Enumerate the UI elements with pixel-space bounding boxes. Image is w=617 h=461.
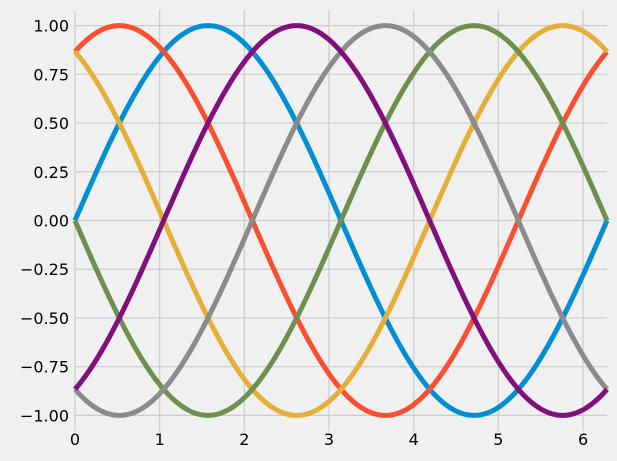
x-tick-label-6: 6 — [578, 430, 588, 449]
y-tick-label-0: 1.00 — [33, 17, 69, 36]
x-tick-label-5: 5 — [493, 430, 503, 449]
y-tick-label-5: −0.25 — [20, 260, 69, 279]
y-tick-label-2: 0.50 — [33, 114, 69, 133]
x-tick-label-4: 4 — [409, 430, 419, 449]
y-tick-label-3: 0.25 — [33, 163, 69, 182]
y-tick-label-8: −1.00 — [20, 406, 69, 425]
x-tick-label-0: 0 — [70, 430, 80, 449]
x-tick-label-2: 2 — [239, 430, 249, 449]
x-tick-label-3: 3 — [324, 430, 334, 449]
x-tick-label-1: 1 — [155, 430, 165, 449]
series-line-5 — [73, 23, 609, 418]
y-tick-label-1: 0.75 — [33, 65, 69, 84]
y-tick-label-7: −0.75 — [20, 358, 69, 377]
y-tick-label-4: 0.00 — [33, 212, 69, 231]
y-tick-label-6: −0.50 — [20, 309, 69, 328]
